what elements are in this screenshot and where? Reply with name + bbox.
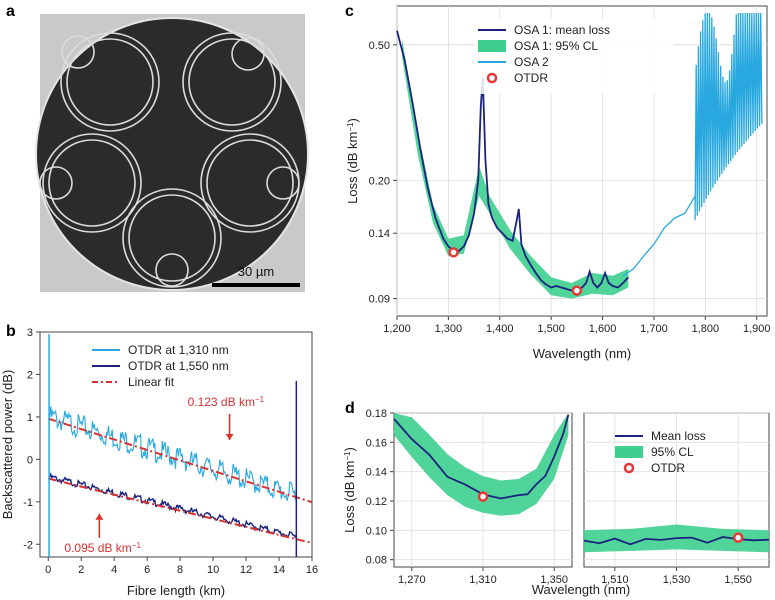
y-tick-label: -2 [23,539,33,551]
legend-background [474,18,674,94]
panel-label-d: d [345,400,355,417]
x-axis-label: Wavelength (nm) [532,582,631,597]
x-tick-label: 4 [111,564,117,576]
y-tick-label: 0.08 [366,555,387,567]
x-tick-label: 1,200 [383,323,411,335]
x-tick-label: 8 [177,564,183,576]
linear-fit-line [47,477,313,544]
y-axis-label: Loss (dB km−1) [342,447,357,533]
series-otdr-1310 [49,406,297,501]
panel-label-b: b [6,323,16,340]
y-tick-label: 0.09 [369,294,390,306]
x-tick-label: 1,900 [743,323,771,335]
x-tick-label: 0 [45,564,51,576]
x-tick-label: 1,310 [469,574,497,586]
x-tick-label: 1,700 [640,323,668,335]
x-axis-label: Wavelength (nm) [533,346,632,361]
x-tick-label: 1,270 [398,574,426,586]
annotation-arrowhead [95,513,104,520]
otdr-marker [732,532,744,543]
y-tick-label: -1 [23,497,33,509]
chart-d-left: 1,270 1,310 1,350 0.08 0.10 0.12 0.14 0.16 0.18 L… [342,408,573,586]
y-tick-label: 0.20 [369,175,390,187]
series-osa2 [622,12,763,277]
x-tick-label: 16 [306,564,318,576]
x-tick-label: 1,510 [601,574,629,586]
legend-entry: OTDR at 1,550 nm [128,359,229,373]
x-tick-label: 14 [273,564,285,576]
legend-entry: OSA 2 [514,55,549,69]
slope-annotation: 0.095 dB km−1 [64,540,141,555]
x-axis-label: Fibre length (km) [127,583,225,598]
panel-label-c: c [345,3,354,20]
x-tick-label: 1,500 [537,323,565,335]
y-tick-label: 1 [27,412,33,424]
legend-entry: OTDR at 1,310 nm [128,343,229,357]
x-tick-label: 1,550 [724,574,752,586]
x-tick-label: 10 [207,564,219,576]
legend-entry: OSA 1: mean loss [514,23,610,37]
x-tick-label: 2 [78,564,84,576]
confidence-band [402,39,629,299]
scale-bar-label: 30 µm [238,264,274,279]
legend-entry: Mean loss [651,429,706,443]
otdr-marker [448,247,459,258]
legend-swatch [615,446,643,458]
legend-marker [623,462,635,474]
legend-entry: OTDR [514,71,548,85]
x-tick-label: 1,350 [540,574,568,586]
y-tick-label: 0.50 [369,40,390,52]
otdr-marker [571,285,583,296]
legend-entry: Linear fit [128,375,175,389]
chart-d-right: 1,510 1,530 1,550 Mean loss 95% CL OTDR Wavele… [532,412,770,597]
y-tick-label: 0 [27,454,33,466]
fibre-micrograph: 30 µm [35,14,309,292]
y-axis-label: Backscattered power (dB) [0,370,15,520]
y-tick-label: 3 [27,327,33,339]
otdr-marker [477,491,489,502]
confidence-band [394,413,569,516]
x-tick-label: 1,600 [589,323,617,335]
x-tick-label: 6 [144,564,150,576]
x-tick-label: 1,400 [486,323,514,335]
x-tick-label: 1,300 [435,323,463,335]
y-tick-label: 0.18 [366,408,387,420]
legend-entry: OSA 1: 95% CL [514,39,598,53]
linear-fit-line [47,417,313,504]
y-tick-label: 0.16 [366,437,387,449]
y-axis-label: Loss (dB km−1) [345,118,360,204]
y-tick-label: 0.10 [366,525,387,537]
y-tick-label: 2 [27,369,33,381]
legend-entry: 95% CL [651,445,694,459]
panel-label-a: a [6,3,15,20]
chart-c: 1,200 1,300 1,400 1,500 1,600 1,700 1,800 1,900… [345,5,771,361]
plot-area [39,331,313,558]
y-tick-label: 0.14 [369,228,390,240]
x-tick-label: 1,800 [692,323,720,335]
legend-marker [486,72,498,84]
y-tick-label: 0.14 [366,467,387,479]
x-tick-label: 12 [240,564,252,576]
slope-annotation: 0.123 dB km−1 [188,395,265,410]
annotation-arrowhead [225,434,234,441]
x-tick-label: 1,530 [663,574,691,586]
y-tick-label: 0.12 [366,496,387,508]
series-mean-loss [393,414,570,500]
legend-entry: OTDR [651,461,685,475]
legend-swatch [478,40,506,52]
